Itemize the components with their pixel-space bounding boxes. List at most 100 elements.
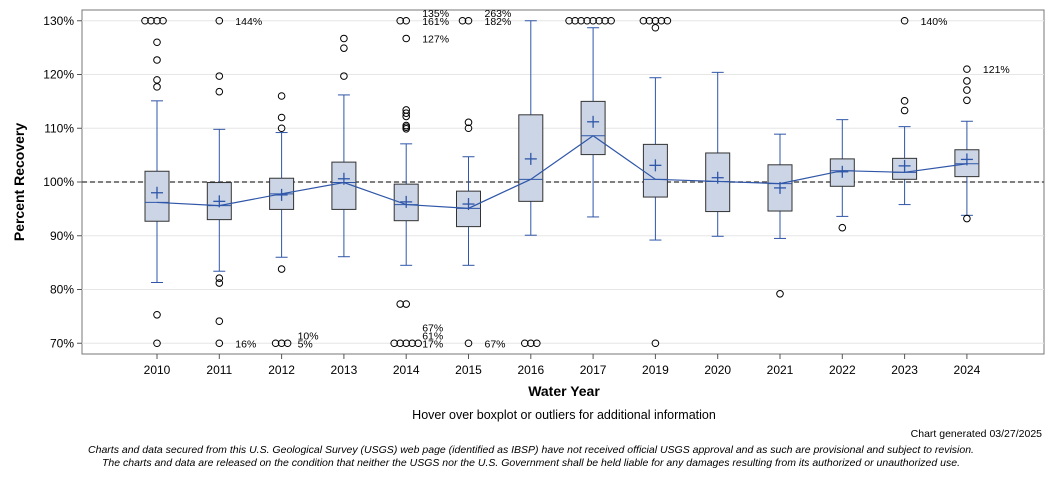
outlier-point[interactable] [159, 16, 167, 25]
box-2020[interactable] [705, 71, 731, 237]
y-axis: 70% 80% 90% 100% 110% 120% 130% [43, 14, 82, 350]
outlier-point[interactable] [408, 339, 417, 348]
outlier-point[interactable] [583, 16, 591, 25]
box-2010[interactable] [144, 100, 170, 284]
outlier-point[interactable] [153, 310, 161, 319]
box-2015[interactable] [456, 156, 481, 266]
outlier-point[interactable] [963, 96, 971, 105]
outlier-point[interactable] [402, 339, 411, 348]
outlier-point[interactable] [277, 124, 286, 133]
outlier-point[interactable] [215, 16, 224, 25]
outlier-point[interactable] [963, 86, 971, 94]
x-tick-label: 2021 [767, 363, 794, 377]
outlier-point[interactable] [340, 44, 348, 52]
outlier-point[interactable] [402, 109, 411, 117]
box-2022[interactable] [829, 119, 855, 217]
box-2021[interactable] [767, 133, 793, 239]
x-axis: 2010 2011 2012 2013 2014 2015 2016 2017 2019 2020… [144, 354, 981, 377]
box-2011[interactable] [206, 128, 232, 272]
outlier-point[interactable] [215, 274, 224, 283]
boxes-group[interactable] [144, 20, 980, 284]
outlier-point[interactable] [153, 16, 161, 25]
outlier-point[interactable] [565, 16, 573, 25]
outlier-point[interactable] [571, 16, 579, 25]
x-tick-label: 2016 [517, 363, 544, 377]
outlier-point[interactable] [215, 72, 224, 80]
box-2012[interactable] [269, 132, 295, 258]
outlier-point[interactable] [402, 124, 411, 133]
outlier-point[interactable] [639, 16, 648, 25]
outlier-point[interactable] [464, 16, 473, 25]
outlier-point[interactable] [663, 16, 672, 25]
outlier-point[interactable] [153, 76, 161, 84]
box-2014[interactable] [393, 143, 419, 266]
outlier-point[interactable] [340, 34, 348, 43]
outlier-point[interactable] [521, 339, 529, 348]
outlier-point[interactable] [838, 223, 847, 232]
outlier-point[interactable] [340, 72, 348, 80]
outlier-point[interactable] [147, 16, 155, 25]
outlier-point[interactable] [601, 16, 609, 25]
outlier-label: 182% [485, 16, 512, 28]
outlier-point[interactable] [396, 16, 405, 25]
outlier-point[interactable] [414, 339, 423, 348]
outlier-point[interactable] [645, 16, 654, 25]
outlier-point[interactable] [215, 317, 224, 326]
outlier-point[interactable] [402, 112, 411, 121]
outlier-point[interactable] [396, 339, 405, 348]
outlier-point[interactable] [277, 265, 286, 273]
outlier-point[interactable] [215, 339, 224, 348]
outlier-point[interactable] [283, 339, 292, 348]
x-tick-label: 2019 [642, 363, 669, 377]
outlier-point[interactable] [589, 16, 597, 25]
outlier-point[interactable] [900, 97, 909, 105]
box-2024[interactable] [954, 120, 980, 216]
outlier-point[interactable] [776, 290, 784, 298]
outlier-point[interactable] [900, 106, 909, 115]
box-2016[interactable] [518, 20, 544, 236]
y-tick-label: 90% [50, 229, 74, 243]
outlier-point[interactable] [153, 83, 161, 91]
y-tick-label: 130% [43, 14, 74, 28]
outliers-group[interactable] [141, 16, 971, 348]
outlier-point[interactable] [458, 16, 467, 25]
outlier-point[interactable] [651, 23, 660, 32]
box-2017[interactable] [580, 27, 606, 218]
outlier-point[interactable] [271, 339, 280, 348]
outlier-point[interactable] [277, 113, 286, 122]
outlier-point[interactable] [215, 279, 224, 287]
outlier-point[interactable] [402, 16, 411, 25]
outlier-point[interactable] [153, 339, 161, 348]
outlier-point[interactable] [153, 56, 161, 64]
outlier-point[interactable] [577, 16, 585, 25]
outlier-point[interactable] [595, 16, 603, 25]
x-tick-label: 2014 [393, 363, 420, 377]
x-tick-label: 2017 [580, 363, 607, 377]
outlier-point[interactable] [464, 339, 473, 348]
outlier-point[interactable] [533, 339, 541, 348]
box-iqr [580, 100, 606, 156]
outlier-point[interactable] [153, 38, 161, 47]
outlier-point[interactable] [900, 16, 909, 25]
outlier-point[interactable] [527, 339, 535, 348]
outlier-point[interactable] [464, 124, 473, 133]
box-2013[interactable] [331, 94, 357, 258]
box-2019[interactable] [642, 77, 668, 241]
outlier-point[interactable] [396, 300, 405, 308]
outlier-point[interactable] [657, 16, 666, 25]
outlier-point[interactable] [464, 118, 473, 127]
outlier-point[interactable] [402, 300, 411, 308]
outlier-point[interactable] [963, 214, 971, 223]
outlier-point[interactable] [607, 16, 615, 25]
outlier-point[interactable] [402, 34, 411, 43]
outlier-point[interactable] [277, 339, 286, 348]
outlier-point[interactable] [141, 16, 149, 25]
chart-generated-date: Chart generated 03/27/2025 [910, 428, 1042, 440]
outlier-point[interactable] [215, 87, 224, 96]
outlier-point[interactable] [963, 65, 971, 73]
box-2023[interactable] [892, 126, 918, 206]
outlier-point[interactable] [651, 339, 660, 348]
outlier-point[interactable] [277, 92, 286, 100]
outlier-point[interactable] [963, 77, 971, 85]
outlier-point[interactable] [390, 339, 399, 348]
